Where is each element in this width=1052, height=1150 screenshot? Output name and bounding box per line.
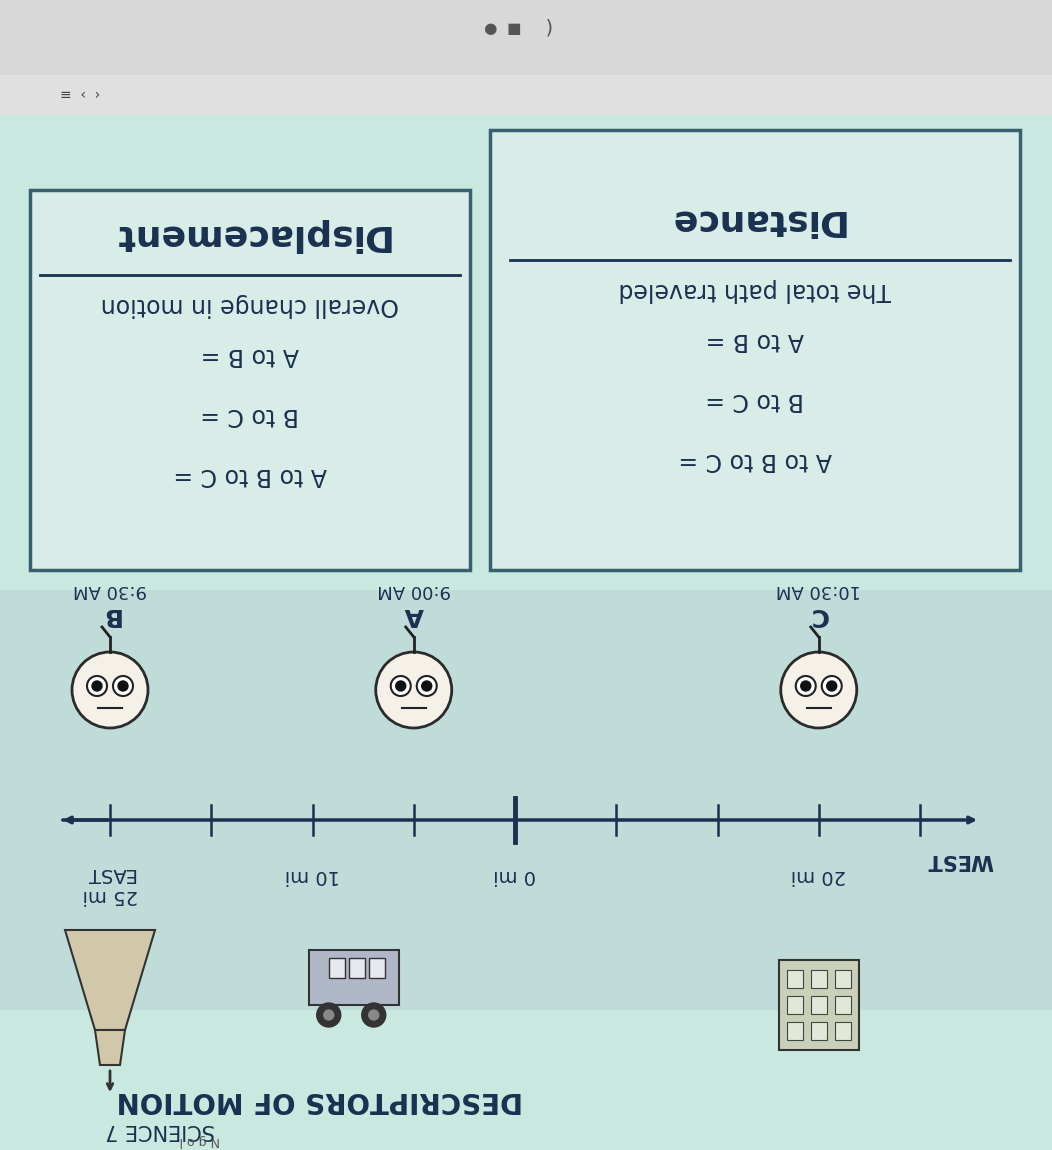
Text: ≡  ‹  ›: ≡ ‹ › bbox=[60, 89, 100, 102]
Bar bbox=[834, 996, 851, 1014]
Text: A to B to C =: A to B to C = bbox=[679, 448, 832, 471]
Text: A to B =: A to B = bbox=[706, 328, 804, 352]
Circle shape bbox=[422, 681, 431, 691]
Polygon shape bbox=[65, 930, 155, 1030]
Text: SCIENCE 7: SCIENCE 7 bbox=[105, 1120, 215, 1140]
Circle shape bbox=[113, 676, 133, 696]
Text: 10:30 AM: 10:30 AM bbox=[776, 581, 862, 599]
Text: Displacement: Displacement bbox=[112, 218, 389, 252]
Circle shape bbox=[369, 1010, 379, 1020]
Bar bbox=[0, 590, 1052, 1010]
Text: DESCRIPTORS OF MOTION: DESCRIPTORS OF MOTION bbox=[117, 1086, 523, 1114]
Text: Overall change in motion: Overall change in motion bbox=[101, 293, 399, 317]
Text: N g o l: N g o l bbox=[180, 1134, 220, 1147]
Bar bbox=[787, 996, 803, 1014]
Bar bbox=[787, 1022, 803, 1040]
Circle shape bbox=[317, 1003, 341, 1027]
Text: 25 mi
EAST: 25 mi EAST bbox=[82, 865, 138, 905]
Bar bbox=[31, 190, 470, 570]
Circle shape bbox=[795, 676, 815, 696]
Text: The total path traveled: The total path traveled bbox=[619, 278, 891, 302]
Text: 9:30 AM: 9:30 AM bbox=[73, 581, 147, 599]
Circle shape bbox=[417, 676, 437, 696]
Circle shape bbox=[362, 1003, 386, 1027]
Text: A: A bbox=[404, 603, 424, 627]
Circle shape bbox=[92, 681, 102, 691]
Text: B to C =: B to C = bbox=[706, 388, 805, 412]
Text: 9:00 AM: 9:00 AM bbox=[377, 581, 450, 599]
Circle shape bbox=[87, 676, 107, 696]
Circle shape bbox=[324, 1010, 333, 1020]
Circle shape bbox=[72, 652, 148, 728]
Circle shape bbox=[376, 652, 451, 728]
Text: A to B =: A to B = bbox=[201, 343, 299, 367]
Bar bbox=[834, 969, 851, 988]
Bar bbox=[349, 958, 365, 978]
Text: B: B bbox=[101, 603, 120, 627]
Bar bbox=[811, 1022, 827, 1040]
Circle shape bbox=[827, 681, 836, 691]
Circle shape bbox=[390, 676, 410, 696]
Text: 0 mi: 0 mi bbox=[493, 866, 537, 884]
Text: 20 mi: 20 mi bbox=[791, 866, 847, 884]
Bar bbox=[0, 75, 1052, 115]
Bar bbox=[369, 958, 385, 978]
Bar bbox=[328, 958, 345, 978]
Bar bbox=[0, 0, 1052, 75]
Circle shape bbox=[781, 652, 856, 728]
Text: WEST: WEST bbox=[927, 850, 993, 871]
Bar bbox=[787, 969, 803, 988]
Text: A to B to C =: A to B to C = bbox=[174, 463, 327, 486]
Bar bbox=[811, 969, 827, 988]
Bar bbox=[811, 996, 827, 1014]
Circle shape bbox=[822, 676, 842, 696]
Bar bbox=[308, 950, 399, 1005]
Text: 10 mi: 10 mi bbox=[285, 866, 340, 884]
Bar bbox=[778, 960, 858, 1050]
Text: C: C bbox=[810, 603, 828, 627]
Text: Distance: Distance bbox=[666, 204, 844, 237]
Circle shape bbox=[118, 681, 128, 691]
Circle shape bbox=[396, 681, 406, 691]
Circle shape bbox=[801, 681, 811, 691]
Text: ● ■  ): ● ■ ) bbox=[485, 18, 555, 38]
Bar bbox=[834, 1022, 851, 1040]
Polygon shape bbox=[95, 1030, 125, 1065]
Text: B to C =: B to C = bbox=[201, 402, 300, 427]
Bar bbox=[490, 130, 1020, 570]
